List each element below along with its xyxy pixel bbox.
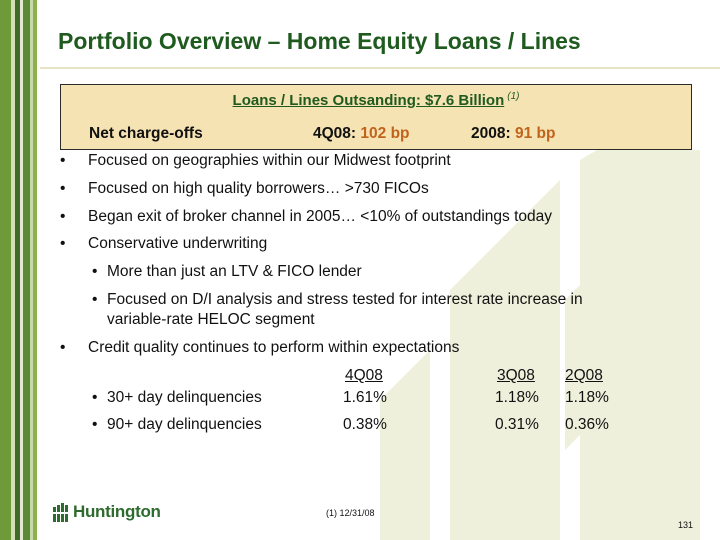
nco-year: 2008: 91 bp (471, 125, 555, 143)
sub-bullet-continuation: variable-rate HELOC segment (107, 311, 315, 328)
cell-90-4q08: 0.38% (343, 416, 387, 433)
col-header-3q08: 3Q08 (497, 367, 535, 384)
callout-footnote-ref: (1) (507, 91, 520, 102)
cell-30-4q08: 1.61% (343, 389, 387, 406)
sub-bullet-dot: • (92, 291, 98, 308)
sub-bullet-dot: • (92, 263, 98, 280)
col-header-4q08: 4Q08 (345, 367, 383, 384)
bullet-dot: • (60, 208, 66, 225)
cell-30-3q08: 1.18% (495, 389, 539, 406)
bullet-dot: • (60, 339, 66, 356)
bullet-text: Focused on high quality borrowers… >730 … (88, 180, 429, 197)
sub-bullet-dot: • (92, 416, 98, 433)
logo-wordmark: Huntington (73, 502, 161, 521)
callout-title: Loans / Lines Outsanding: $7.6 Billion (1… (61, 91, 691, 109)
bullet-dot: • (60, 180, 66, 197)
cell-30-2q08: 1.18% (565, 389, 609, 406)
cell-90-3q08: 0.31% (495, 416, 539, 433)
row-label: 90+ day delinquencies (107, 416, 262, 433)
nco-year-label: 2008: (471, 125, 511, 142)
nco-label: Net charge-offs (89, 125, 203, 142)
page-number: 131 (678, 520, 694, 530)
background-logo-watermark (380, 150, 700, 540)
col-header-2q08: 2Q08 (565, 367, 603, 384)
bullet-dot: • (60, 235, 66, 252)
nco-quarter-value: 102 bp (360, 125, 410, 142)
bullet-text: Focused on geographies within our Midwes… (88, 152, 451, 169)
outstanding-callout-box: Loans / Lines Outsanding: $7.6 Billion (1… (60, 84, 692, 150)
callout-title-text: Loans / Lines Outsanding: $7.6 Billion (232, 92, 505, 109)
footnote: (1) 12/31/08 (326, 508, 375, 518)
cell-90-2q08: 0.36% (565, 416, 609, 433)
bullet-text: Credit quality continues to perform with… (88, 339, 460, 356)
sub-bullet-text: Focused on D/I analysis and stress teste… (107, 291, 583, 308)
left-stripe-decoration (0, 0, 40, 540)
huntington-shield-icon (53, 503, 68, 522)
nco-year-value: 91 bp (514, 125, 556, 142)
page-title: Portfolio Overview – Home Equity Loans /… (58, 28, 581, 54)
row-label: 30+ day delinquencies (107, 389, 262, 406)
sub-bullet-dot: • (92, 389, 98, 406)
bullet-text: Began exit of broker channel in 2005… <1… (88, 208, 553, 225)
nco-quarter: 4Q08: 102 bp (313, 125, 410, 143)
sub-bullet-text: More than just an LTV & FICO lender (107, 263, 362, 280)
nco-quarter-label: 4Q08: (313, 125, 357, 142)
bullet-dot: • (60, 152, 66, 169)
bullet-text: Conservative underwriting (88, 235, 268, 252)
title-divider (40, 67, 720, 69)
